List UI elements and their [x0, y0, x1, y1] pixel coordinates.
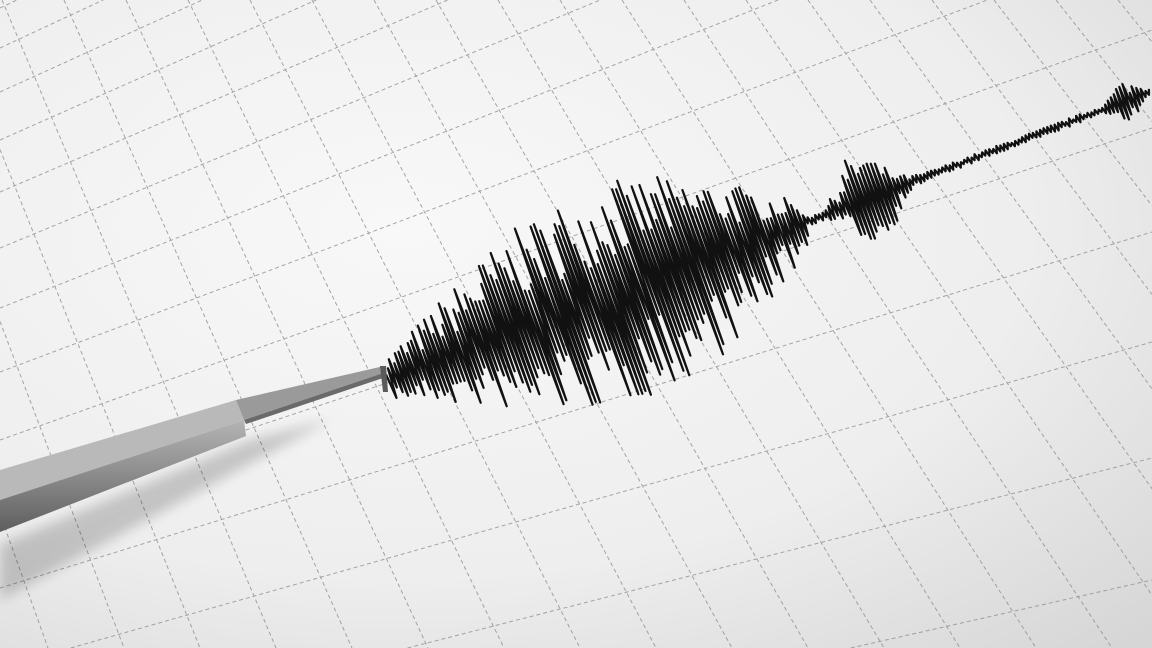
grid-line-vertical — [1117, 0, 1152, 43]
grid-line-vertical — [683, 0, 1113, 648]
grid-line-vertical — [993, 0, 1152, 206]
seismogram-trace — [384, 82, 1151, 408]
grid-line-vertical — [807, 0, 1152, 490]
grid-line-horizontal — [0, 127, 1152, 513]
grid-line-horizontal — [0, 0, 18, 9]
grid-line-horizontal — [0, 0, 104, 49]
grid-line-vertical — [0, 149, 201, 648]
grid-line-vertical — [1, 0, 277, 648]
grid-line-horizontal — [850, 579, 1152, 648]
seismograph-stylus-icon — [0, 366, 388, 600]
grid-line-horizontal — [70, 341, 1152, 648]
grid-line-vertical — [187, 0, 505, 648]
grid-line-vertical — [373, 0, 733, 648]
grid-line-vertical — [621, 0, 1037, 648]
trace-line — [384, 82, 1151, 408]
grid-line-vertical — [559, 0, 961, 648]
grid-line-vertical — [745, 0, 1152, 596]
grid-line-horizontal — [0, 0, 203, 93]
grid-line-horizontal — [407, 457, 1152, 648]
grid-line-vertical — [869, 0, 1152, 390]
grid-line-vertical — [63, 0, 353, 648]
grid-line-horizontal — [0, 29, 1152, 441]
grid-line-vertical — [931, 0, 1152, 295]
grid-line-horizontal — [0, 0, 317, 141]
grid-line-vertical — [249, 0, 581, 648]
grid-line-horizontal — [0, 0, 601, 249]
grid-line-horizontal — [0, 231, 1152, 589]
grid-line-horizontal — [0, 0, 988, 373]
grid-line-vertical — [125, 0, 429, 648]
grid-line-vertical — [0, 321, 125, 648]
